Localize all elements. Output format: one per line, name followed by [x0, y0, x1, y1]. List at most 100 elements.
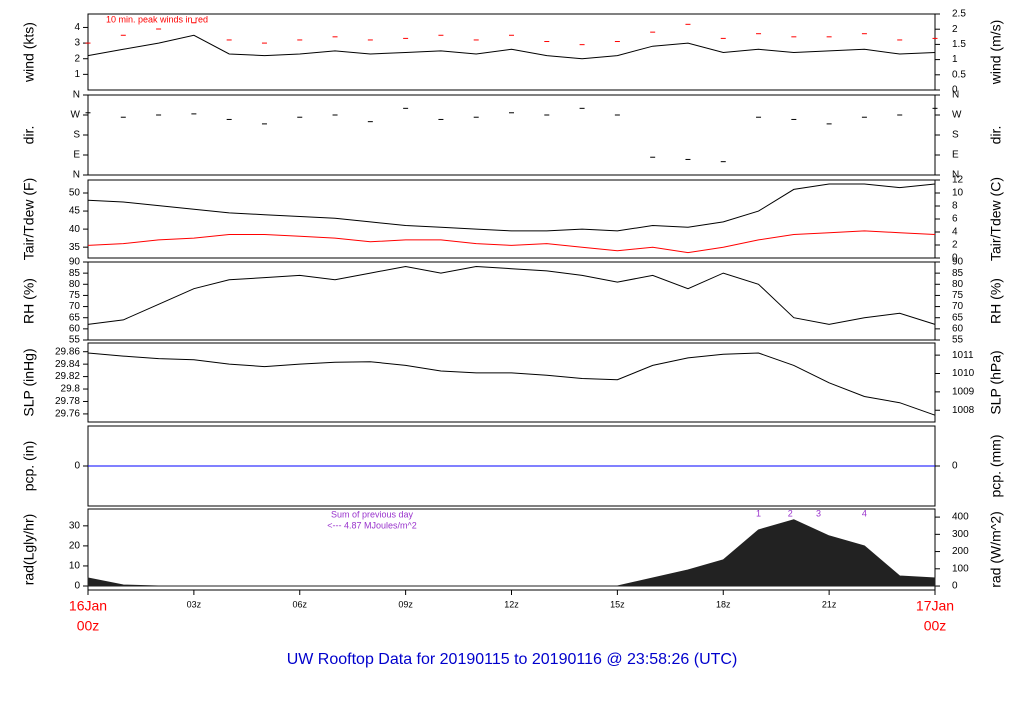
- y2-tick-label: 10: [952, 188, 964, 199]
- y-tick-label: 60: [69, 323, 81, 334]
- y-tick-label: 0: [74, 461, 80, 472]
- y-tick-label: 40: [69, 224, 81, 235]
- y-tick-label: N: [73, 170, 80, 181]
- y-tick-label: 29.86: [55, 346, 80, 357]
- y-tick-label: 55: [69, 335, 81, 346]
- y-tick-label: 90: [69, 257, 81, 268]
- y-tick-label: 30: [69, 520, 81, 531]
- y2-tick-label: 1010: [952, 368, 975, 379]
- annotation: 10 min. peak winds in red: [106, 14, 208, 24]
- y-tick-label: 35: [69, 242, 81, 253]
- y2-tick-label: 400: [952, 512, 969, 523]
- y2-tick-label: 300: [952, 529, 969, 540]
- data-line: [87, 230, 936, 254]
- y-axis-label: dir.: [21, 126, 37, 145]
- y-tick-label: 1: [74, 69, 80, 80]
- y-tick-label: 2: [74, 53, 80, 64]
- y2-tick-label: 0: [952, 461, 958, 472]
- y-tick-label: 50: [69, 188, 81, 199]
- y2-axis-label: RH (%): [988, 278, 1004, 324]
- panel-frame: [87, 261, 936, 341]
- y-axis-label: RH (%): [21, 278, 37, 324]
- y-axis-label: pcp. (in): [21, 441, 37, 492]
- y-tick-label: W: [71, 110, 81, 121]
- y-tick-label: 70: [69, 301, 81, 312]
- date-label: 16Jan: [69, 598, 107, 614]
- y2-tick-label: 60: [952, 323, 964, 334]
- y-axis-label: SLP (inHg): [21, 348, 37, 416]
- y-tick-label: 0: [74, 581, 80, 592]
- y-tick-label: 4: [74, 22, 80, 33]
- y2-tick-label: 55: [952, 335, 964, 346]
- y2-axis-label: dir.: [988, 126, 1004, 145]
- y2-tick-label: 1009: [952, 387, 975, 398]
- y2-tick-label: N: [952, 90, 959, 101]
- y2-tick-label: 2: [952, 240, 958, 251]
- y2-tick-label: 75: [952, 290, 964, 301]
- y2-tick-label: N: [952, 170, 959, 181]
- peak-label: 1: [756, 508, 761, 518]
- y2-tick-label: 100: [952, 563, 969, 574]
- data-line: [87, 265, 936, 325]
- y-tick-label: 20: [69, 541, 81, 552]
- y-tick-label: 75: [69, 290, 81, 301]
- y-tick-label: 10: [69, 561, 81, 572]
- y2-tick-label: 90: [952, 257, 964, 268]
- y2-tick-label: 12: [952, 175, 964, 186]
- y-tick-label: 29.78: [55, 396, 80, 407]
- y2-tick-label: 4: [952, 227, 958, 238]
- data-area: [87, 519, 936, 587]
- peak-label: 4: [862, 508, 867, 518]
- y-tick-label: 80: [69, 279, 81, 290]
- y2-tick-label: 1008: [952, 405, 975, 416]
- y2-axis-label: pcp. (mm): [988, 435, 1004, 498]
- peak-label: 3: [816, 508, 821, 518]
- y2-tick-label: 0: [952, 253, 958, 264]
- data-line: [87, 352, 936, 416]
- annotation: Sum of previous day: [331, 509, 414, 519]
- y2-tick-label: 1: [952, 54, 958, 65]
- y-tick-label: N: [73, 90, 80, 101]
- x-tick-label: 15z: [610, 599, 625, 609]
- y-axis-label: Tair/Tdew (F): [21, 178, 37, 260]
- y2-tick-label: E: [952, 150, 959, 161]
- y-axis-label: wind (kts): [21, 22, 37, 83]
- y2-tick-label: 80: [952, 279, 964, 290]
- peak-label: 2: [788, 508, 793, 518]
- annotation: <--- 4.87 MJoules/m^2: [327, 520, 417, 530]
- y2-tick-label: S: [952, 130, 959, 141]
- y2-tick-label: 1.5: [952, 39, 966, 50]
- y-tick-label: 85: [69, 268, 81, 279]
- y2-tick-label: 0.5: [952, 69, 966, 80]
- x-tick-label: 00z: [77, 618, 100, 634]
- x-tick-label: 06z: [292, 599, 307, 609]
- panel-frame: [87, 179, 936, 259]
- x-tick-label: 21z: [822, 599, 837, 609]
- y2-tick-label: 85: [952, 268, 964, 279]
- y-tick-label: 3: [74, 38, 80, 49]
- y2-tick-label: 1011: [952, 350, 974, 361]
- y-tick-label: 45: [69, 206, 81, 217]
- y-tick-label: 29.82: [55, 371, 80, 382]
- data-line: [87, 34, 936, 60]
- panel-frame: [87, 94, 936, 176]
- y2-axis-label: Tair/Tdew (C): [988, 177, 1004, 261]
- y2-axis-label: wind (m/s): [988, 20, 1004, 86]
- y2-tick-label: 0: [952, 581, 958, 592]
- y-axis-label: rad(Lgly/hr): [21, 514, 37, 586]
- y2-tick-label: W: [952, 110, 962, 121]
- y2-axis-label: SLP (hPa): [988, 350, 1004, 414]
- y-tick-label: S: [73, 130, 80, 141]
- y2-tick-label: 0: [952, 85, 958, 96]
- date-label: 17Jan: [916, 598, 954, 614]
- y2-tick-label: 70: [952, 301, 964, 312]
- panel-frame: [87, 342, 936, 423]
- y2-tick-label: 2: [952, 24, 958, 35]
- y2-axis-label: rad (W/m^2): [988, 511, 1004, 588]
- y2-tick-label: 8: [952, 201, 958, 212]
- x-tick-label: 12z: [504, 599, 519, 609]
- y-tick-label: E: [73, 150, 80, 161]
- data-line: [87, 183, 936, 232]
